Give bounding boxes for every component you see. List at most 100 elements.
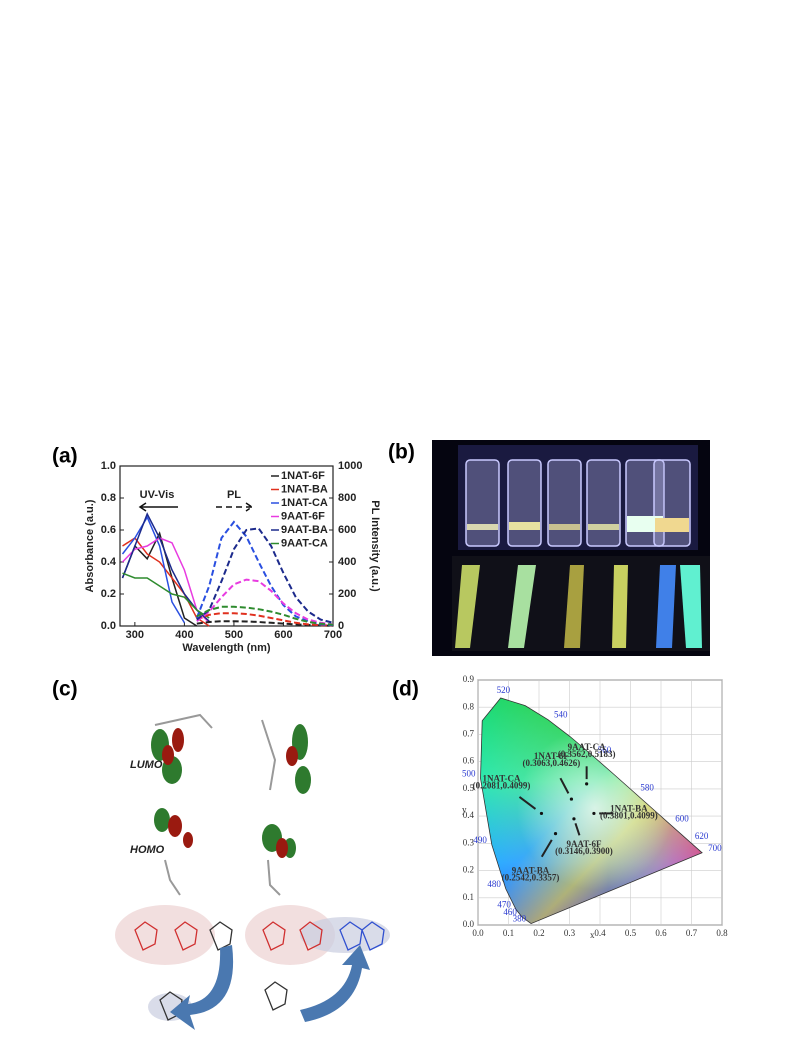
wavelength-label: 470	[497, 899, 511, 909]
x-axis-label: x	[590, 930, 595, 940]
pointer	[518, 796, 537, 810]
wavelength-label: 500	[462, 768, 476, 778]
y2-tick-label: 600	[338, 524, 356, 536]
chromaticity-point	[539, 811, 544, 816]
series-line	[196, 605, 334, 626]
legend-label: 9AAT-BA	[281, 524, 328, 536]
legend-label: 1NAT-CA	[281, 497, 328, 509]
series-line	[122, 536, 210, 627]
point-label: (0.3146,0.3900)	[555, 846, 613, 856]
x-tick-label: 0.6	[655, 928, 667, 938]
y-tick-label: 0.9	[463, 674, 475, 684]
y2-tick-label: 1000	[338, 460, 362, 472]
panel-label: (d)	[392, 678, 419, 701]
x-axis-label: Wavelength (nm)	[182, 642, 271, 654]
legend-label: 9AAT-CA	[281, 537, 328, 549]
annotation: PL	[227, 489, 241, 501]
y-tick-label: 1.0	[101, 460, 116, 472]
plot-frame	[119, 465, 334, 627]
wavelength-label: 490	[473, 835, 487, 845]
y-tick-label: 0.4	[463, 810, 475, 820]
chromaticity-point	[553, 832, 558, 836]
series-line	[196, 578, 334, 626]
legend-label: 9AAT-6F	[281, 510, 325, 522]
x-tick-label: 700	[324, 629, 342, 641]
point-label: (0.3063,0.4626)	[523, 758, 581, 768]
locus-outline	[480, 697, 703, 925]
pointer	[574, 823, 581, 836]
x-tick-label: 0.7	[686, 928, 698, 938]
point-name: 9AAT-BA	[512, 866, 550, 876]
x-tick-label: 0.1	[503, 928, 514, 938]
wavelength-label: 620	[695, 831, 709, 841]
x-tick-label: 600	[274, 629, 292, 641]
y-tick-label: 0.2	[463, 865, 474, 875]
wavelength-label: 700	[708, 843, 722, 853]
x-tick-label: 400	[175, 629, 193, 641]
y2-tick-label: 200	[338, 588, 356, 600]
y-tick-label: 0.0	[463, 919, 475, 929]
panel-label: (b)	[388, 441, 415, 464]
chromaticity-point	[585, 782, 589, 786]
series-line	[196, 527, 334, 624]
y-tick-label: 0.8	[101, 492, 116, 504]
point-name: 1NAT-6F	[534, 751, 570, 761]
annotation-arrow	[216, 502, 254, 512]
y2-tick-label: 800	[338, 492, 356, 504]
y-tick-label: 0.2	[101, 588, 116, 600]
point-name: 1NAT-BA	[610, 803, 648, 813]
panel-label: (c)	[52, 678, 78, 701]
x-tick-label: 0.3	[564, 928, 576, 938]
y2-tick-label: 400	[338, 556, 356, 568]
legend-label: 1NAT-6F	[281, 470, 325, 482]
series-line	[196, 612, 334, 627]
chromaticity-point	[569, 797, 574, 801]
x-tick-label: 0.5	[625, 928, 637, 938]
y-tick-label: 0.0	[101, 620, 116, 632]
pointer	[540, 839, 553, 858]
x-tick-label: 0.0	[472, 928, 484, 938]
wavelength-label: 600	[675, 814, 689, 824]
y-axis-label: y	[462, 805, 467, 815]
y-tick-label: 0.5	[463, 783, 475, 793]
point-label: (0.2542,0.3357)	[502, 873, 560, 883]
series-line	[196, 620, 334, 627]
wavelength-label: 460	[503, 907, 517, 917]
orbital-label: HOMO	[130, 844, 165, 856]
orbital-diagram	[115, 713, 390, 1030]
series-line	[121, 537, 210, 624]
point-name: 9AAT-6F	[566, 839, 602, 849]
y-tick-label: 0.4	[101, 556, 117, 568]
annotation: UV-Vis	[140, 489, 175, 501]
panel-label: (a)	[52, 445, 78, 468]
point-label: (0.2081,0.4099)	[473, 780, 531, 790]
series-line	[121, 515, 186, 624]
x-tick-label: 500	[225, 629, 243, 641]
wavelength-label: 580	[640, 783, 654, 793]
y2-tick-label: 0	[338, 620, 344, 632]
wavelength-label: 520	[497, 685, 511, 695]
chromaticity-point	[592, 811, 596, 816]
y-tick-label: 0.6	[463, 756, 475, 766]
point-name: 9AAT-CA	[568, 742, 607, 752]
wavelength-label: 560	[598, 745, 612, 755]
series-line	[121, 512, 210, 622]
wavelength-label: 540	[554, 710, 568, 720]
point-label: (0.3801,0.4099)	[600, 810, 658, 820]
y-tick-label: 0.3	[463, 837, 475, 847]
x-tick-label: 300	[126, 629, 144, 641]
wavelength-label: 380	[513, 914, 527, 924]
orbital-label: LUMO	[130, 759, 163, 771]
x-tick-label: 0.8	[716, 928, 728, 938]
legend-label: 1NAT-BA	[281, 483, 328, 495]
chromaticity-point	[572, 817, 576, 821]
y2-axis-label: PL Intensity (a.u.)	[369, 500, 381, 592]
point-label: (0.3562,0.5183)	[558, 749, 616, 759]
y-tick-label: 0.7	[463, 729, 475, 739]
x-tick-label: 0.2	[533, 928, 544, 938]
series-line	[195, 520, 334, 627]
y-tick-label: 0.1	[463, 892, 474, 902]
wavelength-label: 480	[487, 879, 501, 889]
